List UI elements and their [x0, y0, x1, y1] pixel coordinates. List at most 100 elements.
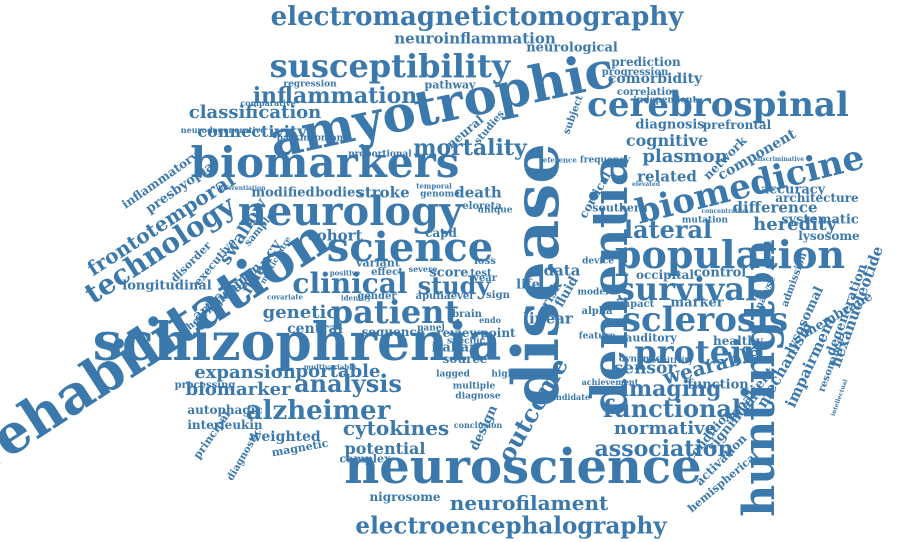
- cloud-word: processing: [174, 380, 236, 391]
- cloud-word: occipital: [635, 268, 695, 282]
- cloud-word: electroencephalography: [355, 512, 667, 540]
- cloud-word: comorbidity: [607, 71, 703, 87]
- cloud-word: linear: [523, 309, 573, 328]
- cloud-word: function: [687, 377, 749, 393]
- cloud-word: architecture: [775, 191, 859, 205]
- cloud-word: variant: [356, 256, 400, 270]
- cloud-word: elevated: [631, 181, 661, 188]
- cloud-word: test: [470, 268, 492, 279]
- cloud-word: data: [543, 261, 581, 280]
- cloud-word: progression: [601, 67, 669, 78]
- cloud-word: diagnostic: [225, 426, 264, 483]
- cloud-word: death: [454, 183, 502, 202]
- cloud-word: cerebrospinal: [587, 85, 849, 125]
- cloud-word: connectivity: [197, 122, 307, 141]
- cloud-word: normative: [613, 418, 717, 439]
- cloud-word: lateral: [623, 215, 713, 244]
- cloud-word: diagnose: [455, 391, 501, 402]
- cloud-word: alpha: [581, 306, 613, 317]
- cloud-word: cytokines: [342, 416, 450, 440]
- cloud-word: diagnosis: [635, 117, 705, 133]
- cloud-word: model: [577, 287, 609, 298]
- cloud-word: sclerosis: [621, 300, 789, 340]
- cloud-word: clinical: [292, 267, 408, 300]
- cloud-word: sequence: [361, 325, 425, 339]
- cloud-word: endo: [479, 315, 501, 325]
- cloud-word: schizophrenia: [92, 312, 502, 373]
- cloud-word: genetic: [262, 302, 338, 323]
- cloud-word: capd: [425, 226, 457, 240]
- cloud-word: central: [287, 321, 343, 337]
- cloud-word: alzheimer: [245, 396, 391, 426]
- cloud-word: identify: [340, 293, 372, 303]
- cloud-word: healthy: [713, 334, 763, 348]
- cloud-word: study: [417, 271, 491, 300]
- cloud-word: related: [637, 167, 697, 186]
- cloud-word: positive: [329, 268, 361, 278]
- cloud-word: discriminative: [755, 156, 805, 163]
- cloud-word: multiple: [452, 381, 496, 392]
- cloud-word: device: [582, 256, 614, 267]
- cloud-word: frequency: [579, 155, 631, 166]
- cloud-word: higher: [491, 369, 525, 380]
- cloud-word: sensor: [613, 358, 677, 379]
- cloud-word: mortality: [413, 135, 527, 161]
- cloud-word: conclusion: [453, 420, 503, 430]
- cloud-word: lagged: [436, 369, 470, 380]
- cloud-word: survival: [616, 270, 758, 308]
- cloud-word: intellectual: [829, 378, 850, 418]
- cloud-word: classification: [188, 102, 322, 123]
- cloud-word: potential: [344, 439, 426, 458]
- cloud-word: apulia: [415, 291, 451, 302]
- cloud-word: nigrosome: [369, 490, 441, 504]
- cloud-word: level: [446, 291, 474, 302]
- cloud-word: parkinsonian: [276, 133, 344, 144]
- cloud-word: neurofilament: [449, 491, 609, 515]
- cloud-word: reference: [539, 155, 577, 165]
- cloud-word: brain: [452, 309, 482, 320]
- cloud-word: genome: [420, 189, 460, 200]
- cloud-word: candidate: [545, 392, 591, 402]
- cloud-word: cognitive: [625, 131, 709, 150]
- cloud-word: neuroscience: [344, 439, 702, 495]
- cloud-word: control: [693, 265, 747, 281]
- cloud-word: neurology: [237, 188, 463, 235]
- cloud-word: independent: [633, 95, 697, 106]
- cloud-word: imaging: [620, 376, 722, 402]
- cloud-word: regression: [283, 79, 337, 90]
- cloud-word: neuroinflammation: [394, 29, 556, 48]
- cloud-word: pathway: [424, 78, 476, 92]
- cloud-word: portable: [295, 361, 381, 382]
- cloud-word: longitudinal: [122, 278, 212, 294]
- cloud-word: analysis: [294, 369, 402, 398]
- cloud-word: feature: [578, 331, 616, 342]
- cloud-word: electromagnetictomography: [270, 2, 684, 32]
- cloud-word: eloreta: [462, 201, 502, 212]
- cloud-word: patient: [330, 293, 460, 331]
- cloud-word: southern: [592, 201, 648, 215]
- cloud-word: science: [326, 224, 494, 271]
- cloud-word: protein: [634, 333, 766, 371]
- cloud-word: dynamic: [618, 354, 662, 365]
- cloud-word: cohort: [307, 226, 363, 245]
- cloud-word: score: [429, 265, 469, 281]
- cloud-word: prefrontal: [702, 118, 772, 132]
- cloud-word: concentration: [701, 208, 749, 215]
- cloud-word: prediction: [611, 55, 681, 69]
- cloud-word: differentiation: [216, 185, 266, 192]
- cloud-word: weighted: [249, 429, 321, 445]
- cloud-word: population: [614, 232, 846, 277]
- cloud-word: review: [436, 326, 480, 340]
- cloud-word: lysosome: [798, 229, 860, 243]
- cloud-word: comparative: [240, 98, 296, 108]
- cloud-word: covariate: [266, 292, 304, 302]
- cloud-word: gender: [357, 291, 397, 302]
- cloud-word: sign: [486, 290, 510, 301]
- cloud-word: loss: [474, 256, 496, 267]
- cloud-word: marker: [670, 295, 724, 311]
- cloud-word: autophagic: [187, 403, 263, 417]
- cloud-word: heredity: [753, 214, 837, 235]
- cloud-word: biomarker: [185, 379, 291, 400]
- cloud-word: systematic: [781, 212, 859, 228]
- cloud-word: functional: [602, 394, 742, 423]
